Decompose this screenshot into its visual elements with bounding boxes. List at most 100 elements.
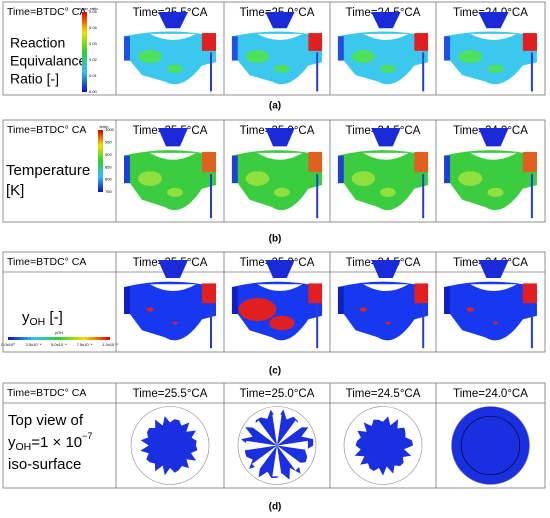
valve-head: [363, 152, 409, 160]
row-label: Equivalance: [10, 53, 86, 69]
rod: [316, 52, 319, 92]
colorbar-tick: 0.05: [89, 9, 98, 14]
row-label: yOH [-]: [22, 309, 63, 328]
blob: [274, 187, 290, 197]
blob: [138, 50, 162, 64]
colorbar-tick: 0.04: [89, 25, 98, 30]
valve: [371, 12, 401, 29]
colorbar-title: yOH: [55, 330, 63, 335]
time-label: Time=24.0°CA: [453, 388, 528, 400]
colorbar-tick: 0.00: [89, 89, 98, 94]
row-label: Reaction: [10, 35, 65, 51]
valve-head: [363, 284, 409, 292]
colorbar-tick: 0.02: [89, 57, 98, 62]
blob: [245, 50, 270, 64]
colorbar: [8, 337, 110, 340]
edge: [337, 287, 344, 314]
blob: [385, 321, 391, 325]
blob: [269, 315, 295, 331]
chamber: [124, 281, 216, 341]
blob: [380, 187, 396, 197]
edge: [444, 155, 451, 184]
panel-border: [2, 382, 546, 489]
label-part: −7: [82, 431, 92, 441]
valve: [265, 260, 295, 278]
valve-head: [470, 284, 517, 292]
label-part: [-]: [45, 309, 63, 326]
valve-head: [470, 152, 517, 160]
valve: [158, 128, 188, 147]
valve: [478, 12, 509, 29]
colorbar-tick: 1.0x10⁻³: [102, 342, 118, 347]
label-part: y: [8, 434, 16, 451]
edge: [124, 155, 130, 184]
rod: [210, 174, 212, 219]
spray: [277, 445, 303, 471]
panel-border: [2, 1, 546, 96]
colorbar-tick: 1000: [105, 127, 115, 132]
rod: [210, 305, 212, 349]
colorbar-tick: 0.01: [89, 73, 98, 78]
blob: [359, 307, 367, 312]
edge: [231, 287, 238, 314]
rod: [530, 52, 533, 92]
blob: [274, 64, 290, 73]
time-label: Time=25.5°CA: [133, 388, 208, 400]
chamber: [337, 150, 429, 211]
hot-zone: [202, 283, 216, 304]
colorbar-tick: 0.0x10⁰: [1, 342, 15, 347]
header: Time=BTDC° CA: [7, 6, 86, 18]
header: Time=BTDC° CA: [7, 256, 86, 268]
edge: [124, 36, 130, 61]
header: Time=BTDC° CA: [7, 124, 86, 136]
valve: [371, 128, 401, 147]
time-label: Time=25.0°CA: [240, 388, 315, 400]
hot-zone: [308, 33, 323, 51]
blob: [493, 321, 498, 325]
edge: [231, 155, 238, 184]
spray: [246, 440, 277, 451]
colorbar: [82, 12, 87, 92]
valve: [158, 12, 188, 29]
hot-zone: [202, 151, 216, 173]
blob: [351, 50, 376, 64]
hot-zone: [308, 151, 323, 173]
hot-zone: [522, 33, 537, 51]
colorbar-tick: 800: [105, 177, 112, 182]
chamber: [444, 281, 537, 341]
hot-zone: [414, 151, 429, 173]
chamber: [337, 281, 429, 341]
chamber: [444, 31, 537, 85]
header: Time=BTDC° CA: [7, 387, 86, 399]
label-part: y: [22, 309, 30, 326]
caption: (d): [269, 502, 282, 513]
edge: [337, 155, 344, 184]
hot-zone: [414, 33, 429, 51]
hot-zone: [202, 33, 216, 51]
edge: [444, 36, 451, 61]
spray: [251, 445, 277, 471]
chamber: [337, 31, 429, 85]
row-label: Temperature: [6, 162, 90, 179]
row-label: Top view of: [8, 412, 84, 429]
chamber: [231, 150, 323, 211]
rod: [316, 174, 319, 219]
blob: [351, 171, 376, 186]
valve-head: [150, 284, 196, 292]
edge: [231, 36, 238, 61]
hot-zone: [522, 283, 537, 304]
valve-head: [150, 33, 196, 40]
valve-head: [363, 33, 409, 40]
valve: [371, 260, 401, 278]
colorbar-tick: 750: [105, 189, 112, 194]
top-view: [451, 406, 530, 485]
spray: [272, 445, 282, 477]
blob: [167, 64, 183, 73]
blob: [138, 171, 162, 186]
rod: [316, 305, 319, 349]
row-label: Ratio [-]: [10, 71, 59, 87]
valve-head: [150, 152, 196, 160]
label-part: =1 × 10: [31, 434, 82, 451]
caption: (c): [269, 366, 281, 377]
